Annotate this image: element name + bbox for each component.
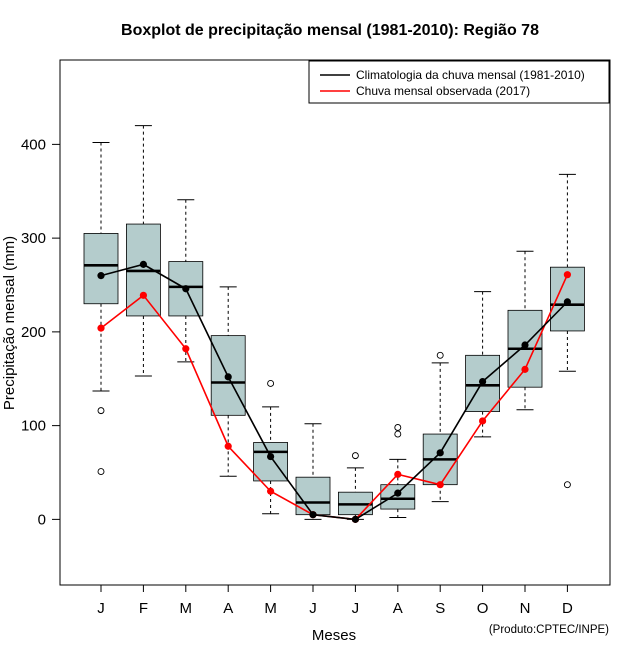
series-point <box>394 489 402 497</box>
x-tick-label: M <box>264 600 277 617</box>
series-point <box>436 449 444 457</box>
x-tick-label: J <box>309 600 317 617</box>
x-tick-label: A <box>393 600 403 617</box>
series-point <box>139 260 147 268</box>
x-tick-label: S <box>435 600 445 617</box>
series-point <box>436 481 444 489</box>
x-axis-label: Meses <box>312 627 356 644</box>
series-point <box>309 511 317 519</box>
y-tick-label: 400 <box>21 136 46 153</box>
y-tick-label: 200 <box>21 324 46 341</box>
x-tick-label: M <box>180 600 193 617</box>
series-point <box>224 373 232 381</box>
series-point <box>394 470 402 478</box>
series-point <box>182 285 190 293</box>
box-J <box>83 142 119 476</box>
series-point <box>224 442 232 450</box>
boxes <box>83 125 585 520</box>
box-iqr <box>253 442 289 482</box>
series-lines <box>97 260 572 523</box>
series-point <box>479 377 487 386</box>
series-point <box>563 271 572 279</box>
outlier-point <box>394 424 402 431</box>
series-point <box>479 417 487 425</box>
box-J <box>337 452 373 520</box>
series-point <box>267 452 275 461</box>
box-J <box>295 423 331 520</box>
series-point <box>182 345 190 353</box>
x-tick-label: D <box>562 600 573 617</box>
box-M <box>168 199 204 363</box>
y-tick-label: 300 <box>21 230 46 247</box>
y-tick-label: 100 <box>21 418 46 435</box>
x-tick-label: N <box>520 600 531 617</box>
y-tick-label: 0 <box>38 511 46 528</box>
y-axis: 0 100 200 300 400 <box>21 136 61 528</box>
outlier-point <box>394 430 402 438</box>
series-point <box>521 365 529 373</box>
series-point <box>563 298 572 306</box>
series-point <box>267 487 275 495</box>
outlier-point <box>351 452 359 460</box>
outlier-point <box>267 379 275 387</box>
legend: Climatologia da chuva mensal (1981-2010)… <box>308 60 610 104</box>
series-point <box>97 272 105 280</box>
series-climatology <box>97 260 572 523</box>
legend-label-climatology: Climatologia da chuva mensal (1981-2010) <box>356 68 585 82</box>
x-tick-label: J <box>352 600 360 617</box>
x-tick-label: F <box>139 600 148 617</box>
box-F <box>126 125 161 377</box>
box-iqr <box>83 233 119 305</box>
outlier-point <box>97 407 105 415</box>
chart-title: Boxplot de precipitação mensal (1981-201… <box>121 22 539 39</box>
series-point <box>139 291 147 299</box>
box-S <box>422 351 458 503</box>
legend-box <box>308 60 610 104</box>
outlier-point <box>436 351 444 359</box>
x-tick-label: J <box>97 600 105 617</box>
outlier-point <box>563 481 571 489</box>
box-O <box>465 291 501 438</box>
y-axis-label: Precipitação mensal (mm) <box>1 236 18 410</box>
series-point <box>97 324 105 332</box>
x-tick-label: A <box>223 600 233 617</box>
box-N <box>507 250 543 411</box>
series-point <box>351 515 359 523</box>
box-iqr <box>295 476 331 516</box>
outlier-point <box>97 468 105 476</box>
x-tick-label: O <box>477 600 489 617</box>
box-iqr <box>380 484 416 510</box>
legend-label-observed: Chuva mensal observada (2017) <box>356 84 530 98</box>
series-point <box>521 341 529 349</box>
series-line <box>100 263 568 521</box>
box-M <box>253 379 289 515</box>
box-D <box>550 173 585 489</box>
credit-text: (Produto:CPTEC/INPE) <box>489 624 609 636</box>
